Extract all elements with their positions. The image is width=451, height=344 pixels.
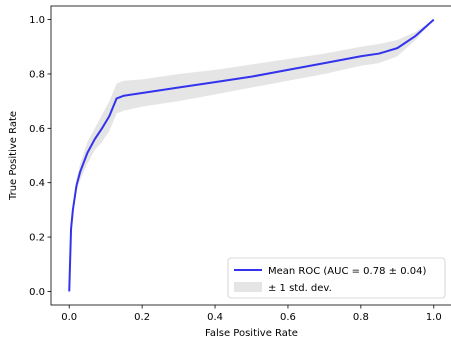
- x-tick-label: 0.2: [134, 312, 150, 323]
- y-tick-label: 0.4: [29, 178, 45, 189]
- y-tick-label: 0.6: [29, 124, 45, 135]
- axes-frame: [50, 5, 451, 306]
- x-tick-label: 0.6: [280, 312, 296, 323]
- y-axis-label: True Positive Rate: [8, 111, 19, 201]
- x-tick-label: 0.4: [207, 312, 223, 323]
- x-axis-label: False Positive Rate: [205, 328, 298, 339]
- x-tick-label: 0.8: [353, 312, 369, 323]
- legend: Mean ROC (AUC = 0.78 ± 0.04) ± 1 std. de…: [227, 257, 446, 299]
- y-tick-label: 0.2: [29, 233, 45, 244]
- legend-band-swatch: [234, 282, 262, 292]
- plot-area: [68, 18, 435, 292]
- x-tick-label: 1.0: [426, 312, 442, 323]
- axes: 0.0 0.2 0.4 0.6 0.8 1.0 0.0 0.2 0.4 0.6 0.8 1.0: [29, 5, 451, 323]
- legend-label-std-dev: ± 1 std. dev.: [268, 283, 332, 294]
- std-dev-band: [69, 19, 434, 292]
- legend-box: [227, 257, 446, 299]
- y-tick-label: 0.8: [29, 69, 45, 80]
- x-tick-label: 0.0: [61, 312, 77, 323]
- mean-roc-line: [68, 18, 435, 292]
- legend-label-mean-roc: Mean ROC (AUC = 0.78 ± 0.04): [268, 266, 426, 277]
- y-tick-label: 0.0: [29, 287, 45, 298]
- y-tick-label: 1.0: [29, 15, 45, 26]
